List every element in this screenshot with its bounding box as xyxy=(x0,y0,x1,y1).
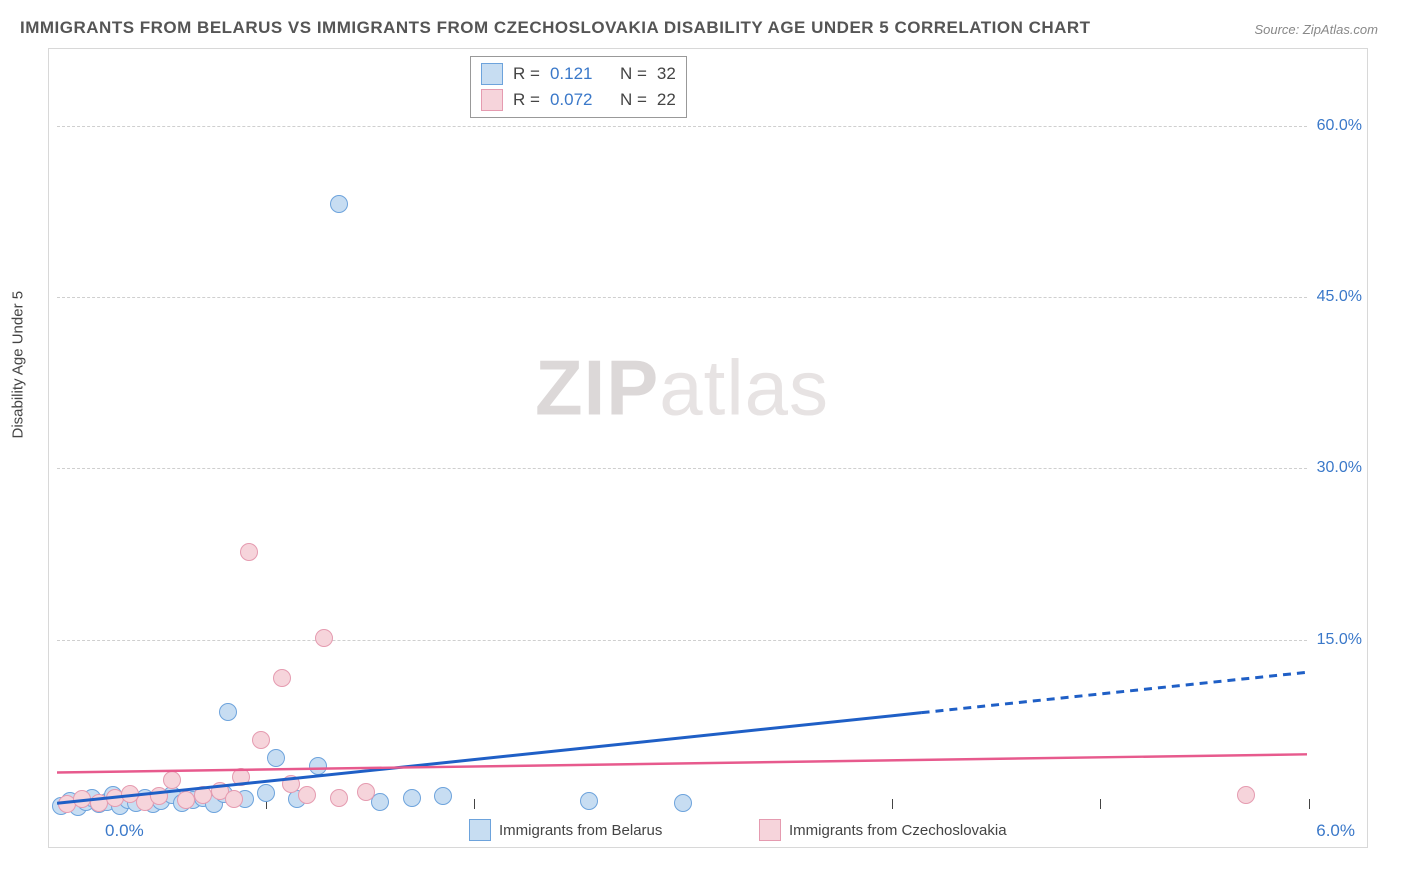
chart-title: IMMIGRANTS FROM BELARUS VS IMMIGRANTS FR… xyxy=(20,18,1091,38)
scatter-point-czech xyxy=(315,629,333,647)
scatter-point-czech xyxy=(240,543,258,561)
legend-n-czech: 22 xyxy=(657,90,676,110)
scatter-plot: ZIPatlas 15.0%30.0%45.0%60.0% xyxy=(57,57,1307,809)
correlation-legend: R = 0.121 N = 32 R = 0.072 N = 22 xyxy=(470,56,687,118)
legend-n-label: N = xyxy=(620,64,647,84)
legend-swatch-belarus xyxy=(469,819,491,841)
x-tick xyxy=(892,799,893,809)
legend-row-belarus: R = 0.121 N = 32 xyxy=(481,61,676,87)
legend-label-czech: Immigrants from Czechoslovakia xyxy=(789,822,1007,839)
scatter-point-czech xyxy=(252,731,270,749)
scatter-point-czech xyxy=(330,789,348,807)
scatter-point-czech xyxy=(163,771,181,789)
grid-line xyxy=(57,468,1307,469)
scatter-point-belarus xyxy=(330,195,348,213)
legend-r-label: R = xyxy=(513,90,540,110)
watermark: ZIPatlas xyxy=(535,342,829,433)
legend-row-czech: R = 0.072 N = 22 xyxy=(481,87,676,113)
watermark-rest: atlas xyxy=(659,343,829,431)
legend-n-label: N = xyxy=(620,90,647,110)
scatter-point-czech xyxy=(90,794,108,812)
chart-source: Source: ZipAtlas.com xyxy=(1254,22,1378,37)
bottom-legend-czech: Immigrants from Czechoslovakia xyxy=(759,819,1007,841)
scatter-point-belarus xyxy=(580,792,598,810)
scatter-point-czech xyxy=(194,786,212,804)
scatter-point-belarus xyxy=(403,789,421,807)
source-text: ZipAtlas.com xyxy=(1303,22,1378,37)
x-tick xyxy=(1309,799,1310,809)
grid-line xyxy=(57,297,1307,298)
x-max-label: 6.0% xyxy=(1316,821,1355,841)
legend-r-belarus: 0.121 xyxy=(550,64,610,84)
scatter-point-czech xyxy=(225,790,243,808)
y-tick-label: 15.0% xyxy=(1317,631,1362,649)
scatter-point-czech xyxy=(232,768,250,786)
y-tick-label: 45.0% xyxy=(1317,288,1362,306)
chart-frame: ZIPatlas 15.0%30.0%45.0%60.0% 0.0% 6.0% … xyxy=(48,48,1368,848)
legend-swatch-belarus-top xyxy=(481,63,503,85)
legend-swatch-czech-top xyxy=(481,89,503,111)
scatter-point-czech xyxy=(282,775,300,793)
scatter-point-czech xyxy=(73,790,91,808)
source-prefix: Source: xyxy=(1254,22,1302,37)
grid-line xyxy=(57,640,1307,641)
trend-solid-belarus xyxy=(57,713,922,804)
legend-swatch-czech xyxy=(759,819,781,841)
y-tick-label: 60.0% xyxy=(1317,117,1362,135)
x-tick xyxy=(1100,799,1101,809)
x-origin-label: 0.0% xyxy=(105,821,144,841)
scatter-point-belarus xyxy=(371,793,389,811)
legend-r-label: R = xyxy=(513,64,540,84)
grid-line xyxy=(57,126,1307,127)
bottom-legend-belarus: Immigrants from Belarus xyxy=(469,819,662,841)
legend-r-czech: 0.072 xyxy=(550,90,610,110)
y-tick-label: 30.0% xyxy=(1317,459,1362,477)
scatter-point-belarus xyxy=(674,794,692,812)
trend-dashed-belarus xyxy=(922,672,1307,712)
scatter-point-czech xyxy=(273,669,291,687)
legend-n-belarus: 32 xyxy=(657,64,676,84)
scatter-point-belarus xyxy=(267,749,285,767)
scatter-point-belarus xyxy=(257,784,275,802)
scatter-point-belarus xyxy=(219,703,237,721)
scatter-point-czech xyxy=(298,786,316,804)
scatter-point-czech xyxy=(150,787,168,805)
legend-label-belarus: Immigrants from Belarus xyxy=(499,822,662,839)
watermark-bold: ZIP xyxy=(535,343,659,431)
scatter-point-czech xyxy=(177,791,195,809)
scatter-point-belarus xyxy=(434,787,452,805)
x-tick xyxy=(474,799,475,809)
scatter-point-belarus xyxy=(309,757,327,775)
scatter-point-czech xyxy=(1237,786,1255,804)
scatter-point-czech xyxy=(357,783,375,801)
y-axis-label: Disability Age Under 5 xyxy=(10,291,27,439)
